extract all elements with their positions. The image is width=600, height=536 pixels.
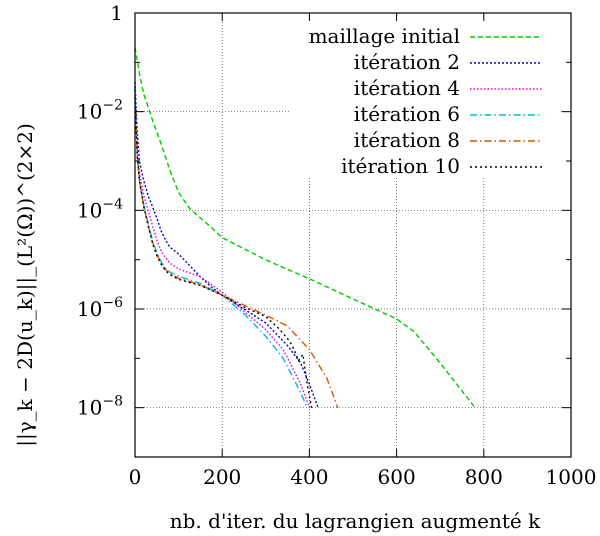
x-tick-labels: 0 200 400 600 800 1000 bbox=[129, 465, 597, 489]
x-tick-label: 400 bbox=[290, 465, 328, 489]
x-tick-label: 600 bbox=[378, 465, 416, 489]
series-line-2 bbox=[134, 81, 319, 408]
plot-frame bbox=[134, 12, 572, 458]
y-axis-label: ||γ_k − 2D(u_k)||_(L²(Ω))^(2×2) bbox=[13, 123, 38, 447]
x-tick-label: 0 bbox=[129, 465, 142, 489]
x-tick-label: 200 bbox=[203, 465, 241, 489]
legend-label-6: itération 10 bbox=[341, 154, 460, 178]
x-tick-label: 800 bbox=[465, 465, 503, 489]
y-tick-label: 10−2 bbox=[77, 98, 123, 124]
y-tick-label: 10−8 bbox=[77, 394, 123, 420]
y-tick-label: 10−4 bbox=[77, 196, 123, 222]
legend-background bbox=[290, 15, 560, 177]
series-layer bbox=[134, 47, 476, 409]
legend-label-3: itération 4 bbox=[354, 76, 460, 100]
y-tick-labels: 1 10−2 10−4 10−6 10−8 bbox=[77, 1, 123, 420]
axis-ticks bbox=[134, 12, 572, 458]
legend-label-5: itération 8 bbox=[354, 128, 460, 152]
series-line-4 bbox=[134, 88, 308, 408]
legend-label-1: maillage initial bbox=[309, 24, 460, 48]
series-line-6 bbox=[134, 96, 313, 408]
y-tick-label: 10−6 bbox=[77, 295, 123, 321]
series-line-1 bbox=[134, 47, 476, 409]
x-tick-label: 1000 bbox=[546, 465, 597, 489]
x-axis-label: nb. d'iter. du lagrangien augmenté k bbox=[170, 509, 541, 533]
legend-label-2: itération 2 bbox=[354, 50, 460, 74]
y-tick-label: 1 bbox=[110, 1, 123, 25]
legend-label-4: itération 6 bbox=[354, 102, 460, 126]
